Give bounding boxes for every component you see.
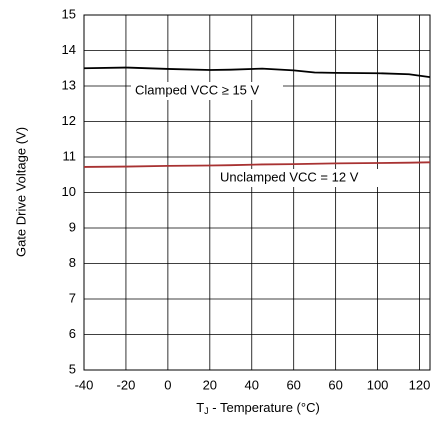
x-tick-label: 40 [245, 377, 259, 392]
x-axis-label-symbol: T [196, 400, 204, 415]
y-tick-label: 13 [62, 77, 76, 92]
y-tick-label: 9 [69, 219, 76, 234]
series-line [83, 66, 431, 79]
y-tick-label: 6 [69, 326, 76, 341]
y-tick-label: 8 [69, 255, 76, 270]
annotation-background [216, 169, 386, 187]
annotation-background [131, 82, 283, 100]
x-tick-label: 20 [203, 377, 217, 392]
x-axis-label-subscript: J [204, 406, 209, 416]
x-tick-label: 0 [164, 377, 171, 392]
x-tick-label: -40 [75, 377, 94, 392]
series-line [83, 161, 431, 168]
x-tick-label: -20 [117, 377, 136, 392]
series-label: Unclamped VCC = 12 V [220, 169, 359, 184]
y-tick-label: 7 [69, 290, 76, 305]
y-tick-label: 12 [62, 113, 76, 128]
x-axis-label-text: - Temperature (°C) [209, 400, 320, 415]
y-tick-label: 14 [62, 42, 76, 57]
x-tick-label: 60 [286, 377, 300, 392]
x-axis-label: TJ - Temperature (°C) [196, 400, 320, 416]
y-tick-label: 10 [62, 184, 76, 199]
x-tick-label: 120 [409, 377, 431, 392]
x-tick-label: 100 [367, 377, 389, 392]
y-tick-label: 5 [69, 361, 76, 376]
y-axis-label: Gate Drive Voltage (V) [13, 127, 28, 257]
y-tick-label: 11 [63, 148, 77, 163]
y-tick-label: 15 [62, 6, 76, 21]
series-label: Clamped VCC ≥ 15 V [135, 82, 260, 97]
x-tick-label: 60 [328, 377, 342, 392]
